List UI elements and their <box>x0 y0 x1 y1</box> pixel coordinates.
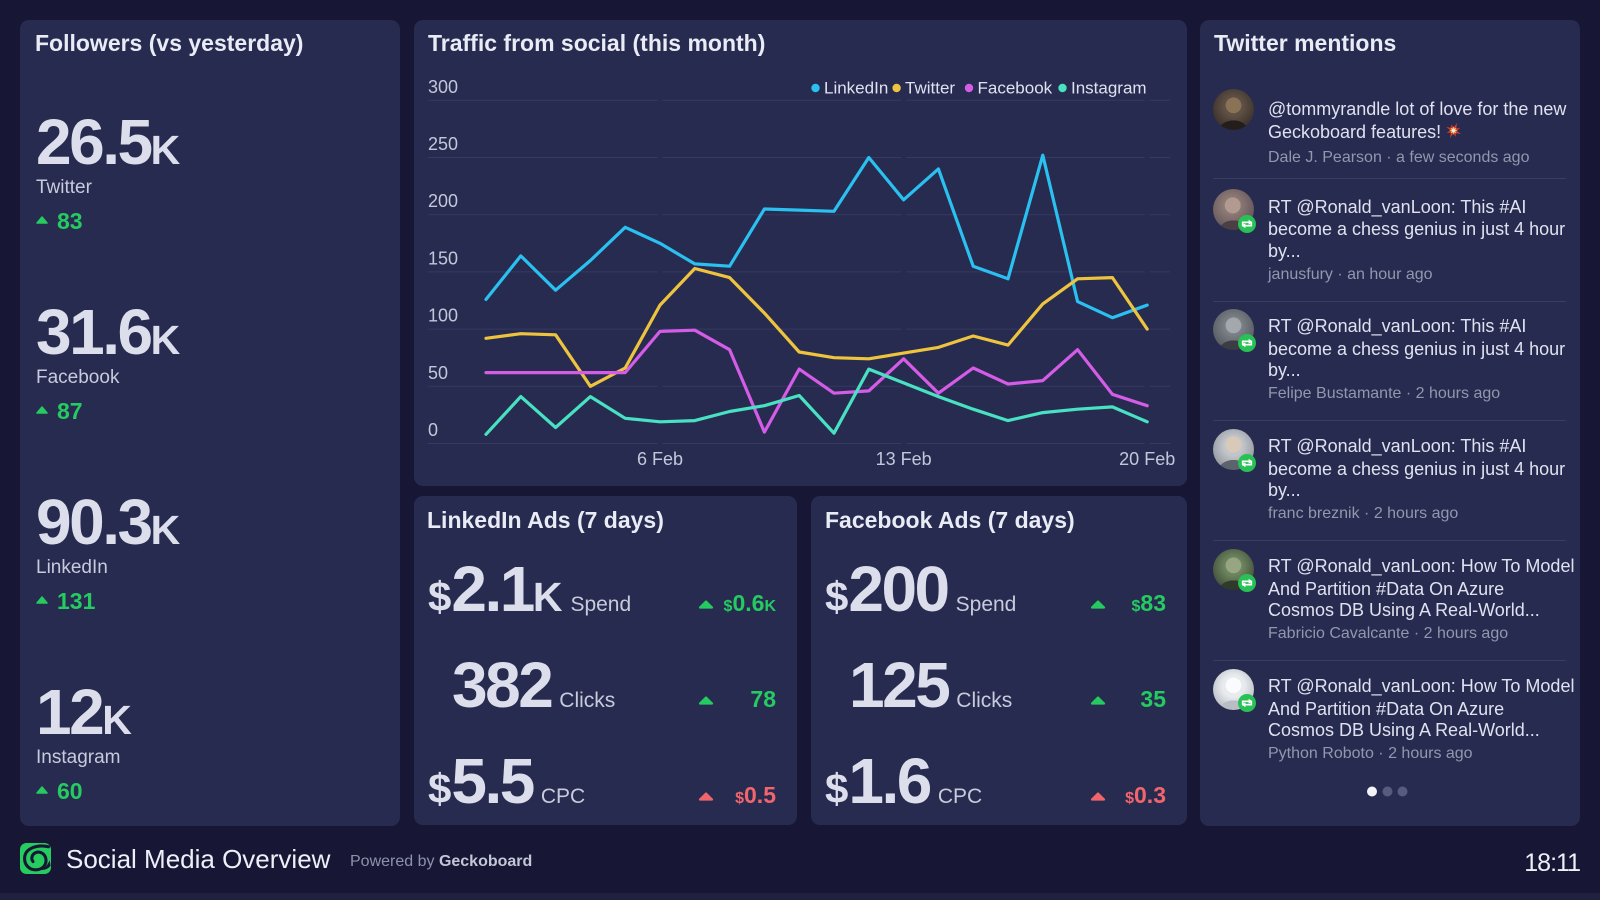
svg-text:50: 50 <box>428 363 448 383</box>
svg-text:LinkedIn: LinkedIn <box>824 79 888 98</box>
svg-text:100: 100 <box>428 306 458 326</box>
svg-text:20 Feb: 20 Feb <box>1119 449 1175 469</box>
svg-text:0: 0 <box>428 420 438 440</box>
svg-text:200: 200 <box>428 191 458 211</box>
svg-text:13 Feb: 13 Feb <box>876 449 932 469</box>
svg-text:Instagram: Instagram <box>1071 79 1147 98</box>
svg-text:150: 150 <box>428 248 458 268</box>
svg-text:250: 250 <box>428 134 458 154</box>
svg-text:Twitter: Twitter <box>905 79 955 98</box>
svg-text:300: 300 <box>428 77 458 97</box>
svg-text:6 Feb: 6 Feb <box>637 449 683 469</box>
svg-text:Facebook: Facebook <box>978 79 1053 98</box>
